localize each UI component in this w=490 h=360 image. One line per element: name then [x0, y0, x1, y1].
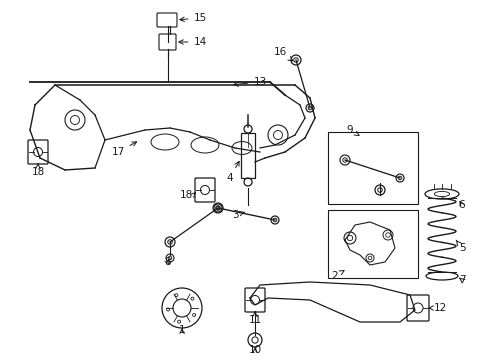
Text: 7: 7 [459, 275, 466, 285]
Text: 3: 3 [232, 210, 244, 220]
Text: 11: 11 [248, 312, 262, 325]
Text: 8: 8 [165, 257, 172, 267]
Text: 5: 5 [456, 240, 465, 253]
Text: 13: 13 [234, 77, 267, 87]
Text: 10: 10 [248, 345, 262, 355]
Text: 9: 9 [347, 125, 359, 135]
Bar [328, 132, 418, 204]
Bar [328, 210, 418, 278]
Text: 15: 15 [180, 13, 207, 23]
Text: 17: 17 [111, 142, 137, 157]
Text: 14: 14 [179, 37, 207, 47]
Bar [241, 133, 255, 178]
Text: 18: 18 [180, 190, 193, 200]
Text: 4: 4 [227, 161, 239, 183]
Text: 18: 18 [31, 164, 45, 177]
Text: 2: 2 [332, 271, 344, 281]
Text: 12: 12 [429, 303, 446, 313]
Text: 1: 1 [179, 325, 185, 335]
Text: 16: 16 [273, 47, 293, 61]
Text: 6: 6 [459, 200, 466, 210]
